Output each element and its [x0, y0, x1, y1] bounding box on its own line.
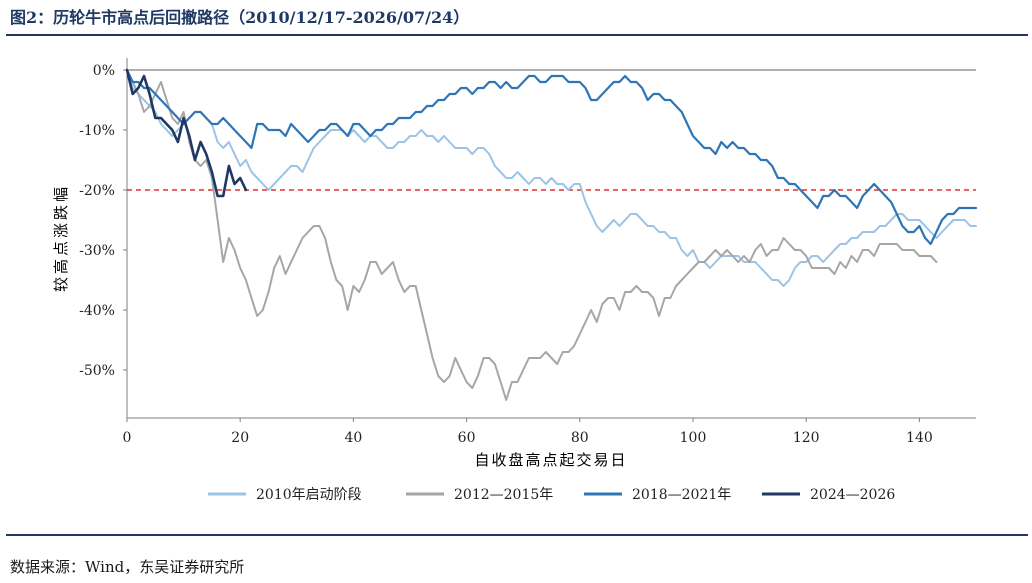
x-tick-label: 120: [793, 430, 820, 446]
x-tick-label: 0: [123, 430, 132, 446]
legend-label-3: 2018—2021年: [632, 487, 731, 503]
x-axis-label: 自收盘高点起交易日: [474, 451, 627, 469]
x-tick-label: 60: [458, 430, 476, 446]
y-tick-label: -40%: [79, 303, 115, 319]
y-tick-label: 0%: [93, 63, 115, 79]
series-line-2: [126, 69, 938, 401]
y-tick-label: -20%: [79, 183, 115, 199]
legend-label-1: 2010年启动阶段: [256, 487, 362, 503]
x-tick-label: 20: [231, 430, 249, 446]
legend: 2010年启动阶段 2012—2015年 2018—2021年 2024—2026: [208, 487, 895, 503]
legend-label-4: 2024—2026: [810, 487, 895, 503]
header-rule: [6, 34, 1028, 36]
x-tick-label: 140: [906, 430, 933, 446]
series-line-1: [126, 69, 977, 287]
plot-axes: 0% -10% -20% -30% -40% -50% 0 20 40 60 80 100 120 140: [79, 58, 976, 446]
y-tick-label: -10%: [79, 123, 115, 139]
series-layer: [125, 68, 978, 401]
source-note: 数据来源：Wind，东吴证券研究所: [10, 558, 245, 576]
y-axis-label: 较高点涨跌幅: [52, 184, 70, 292]
chart-title: 图2：历轮牛市高点后回撤路径（2010/12/17-2026/07/24）: [10, 8, 470, 27]
footer-rule: [6, 534, 1028, 536]
series-line-3: [125, 68, 978, 246]
legend-label-2: 2012—2015年: [454, 487, 553, 503]
y-tick-label: -50%: [79, 363, 115, 379]
x-tick-label: 40: [344, 430, 362, 446]
series-line-4: [125, 68, 248, 198]
x-tick-label: 80: [571, 430, 589, 446]
y-tick-label: -30%: [79, 243, 115, 259]
x-tick-label: 100: [680, 430, 707, 446]
